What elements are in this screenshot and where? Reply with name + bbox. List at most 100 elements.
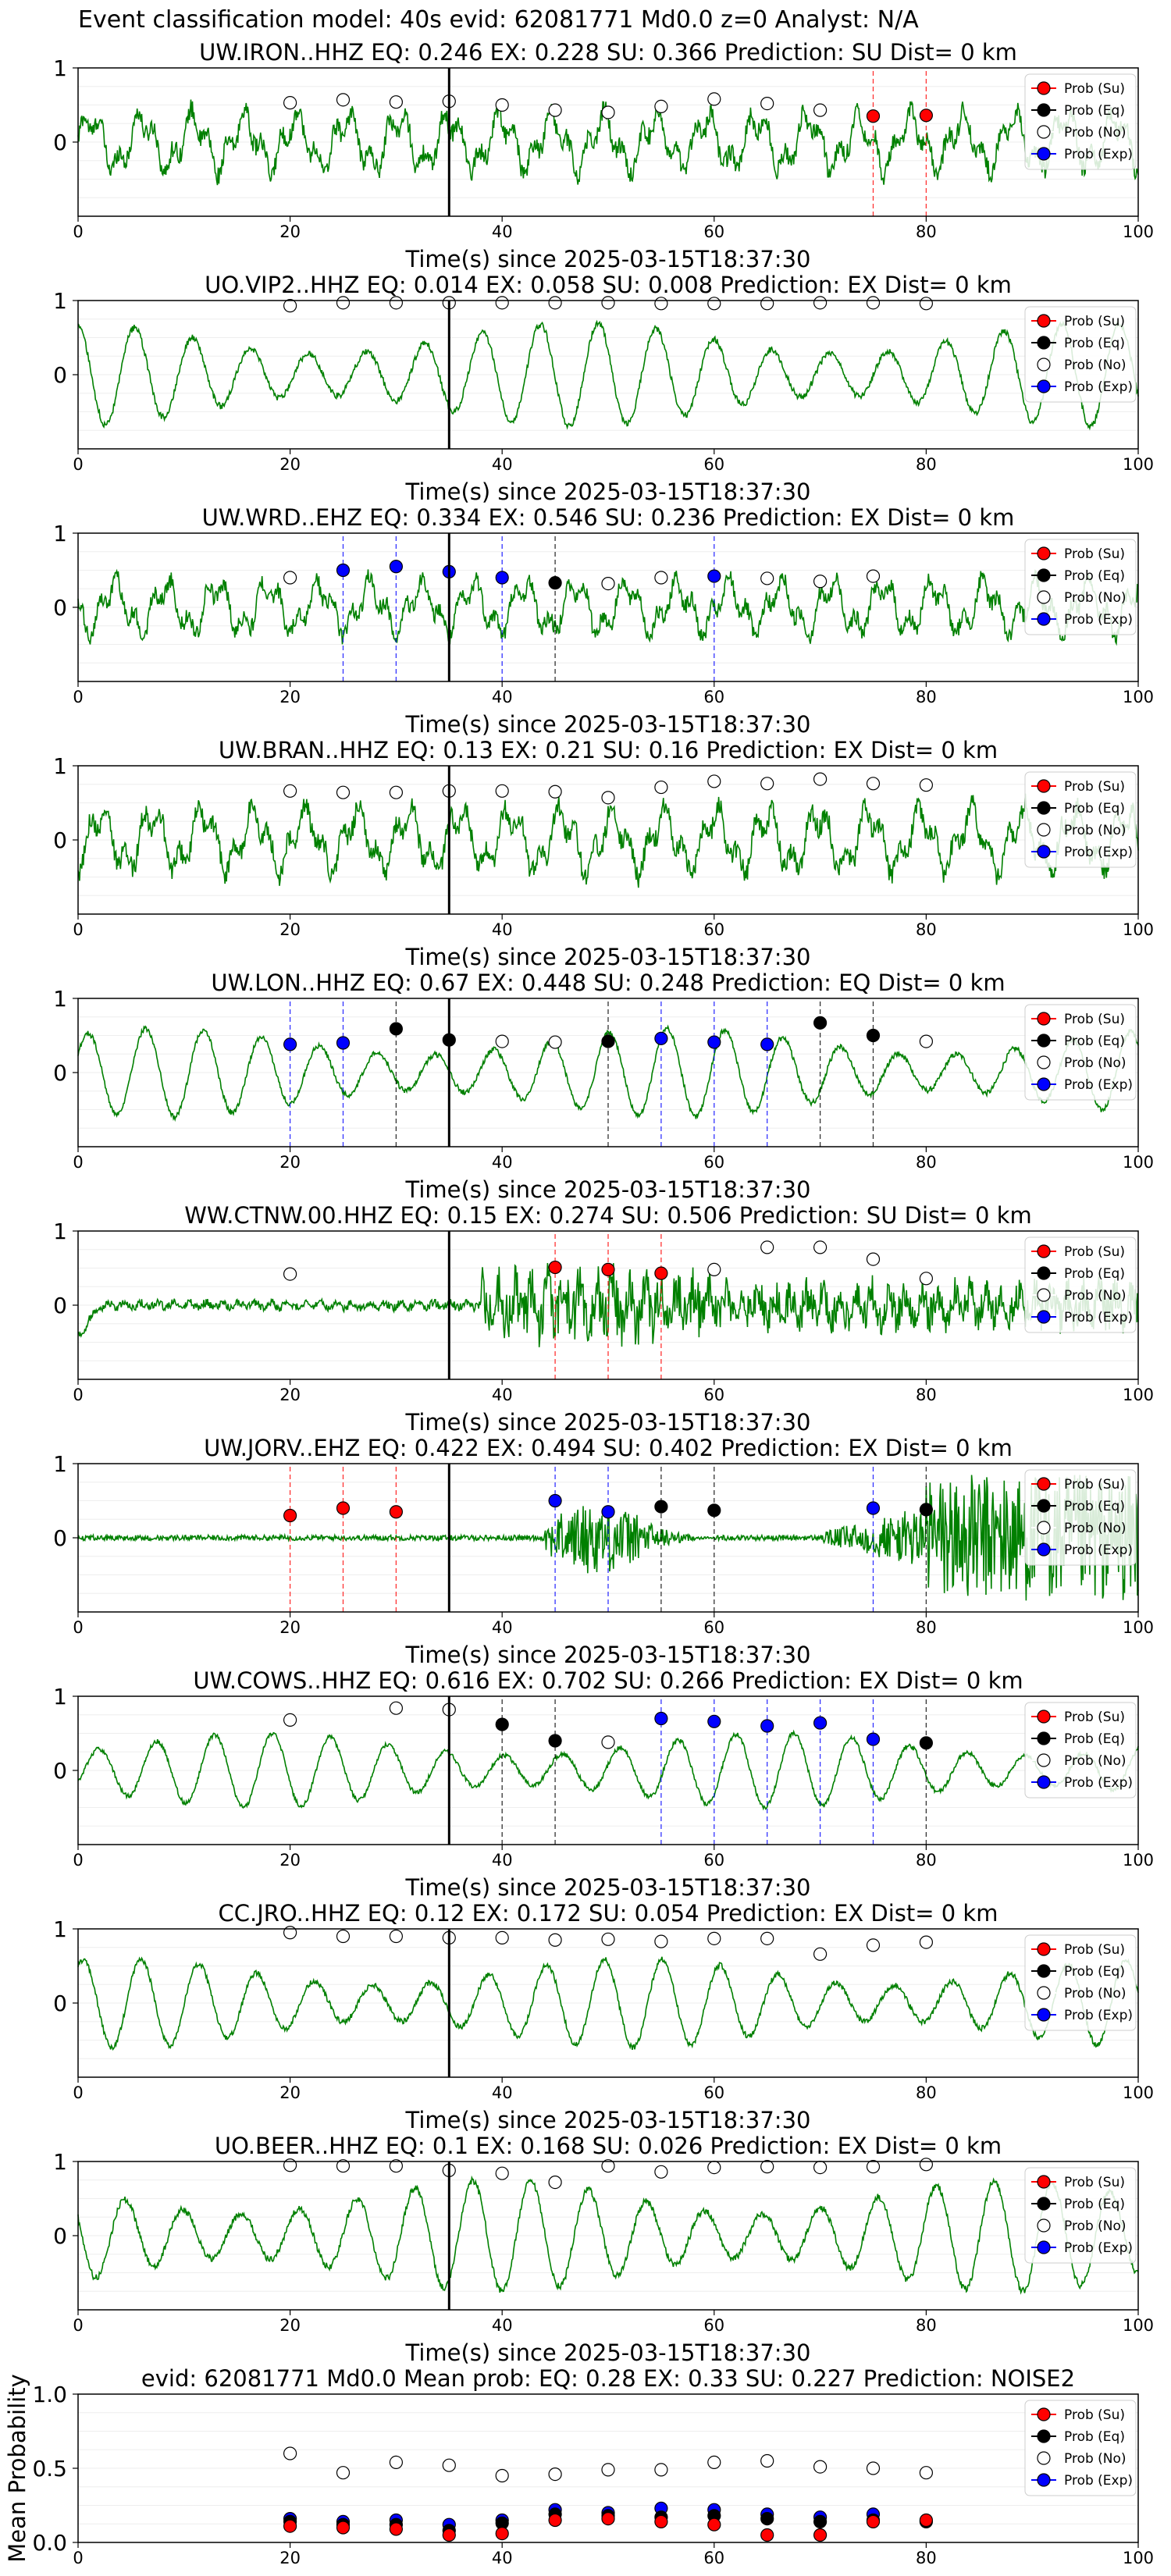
prob-marker-exp — [601, 1505, 615, 1519]
prob-marker-no — [919, 2466, 934, 2480]
prob-marker-su — [336, 1501, 351, 1515]
x-axis-label: Time(s) since 2025-03-15T18:37:30 — [405, 246, 811, 272]
prob-marker-no — [601, 2463, 615, 2477]
prob-marker-su — [389, 2522, 403, 2536]
legend-label: Prob (No) — [1064, 823, 1127, 838]
legend: Prob (Su) Prob (Eq) Prob (No) Prob (Exp) — [1024, 1469, 1137, 1566]
waveform-trace — [77, 2175, 1139, 2295]
legend-label: Prob (Su) — [1064, 546, 1125, 562]
legend-label: Prob (No) — [1064, 125, 1127, 141]
legend-marker-su — [1037, 779, 1051, 793]
prob-marker-exp — [707, 569, 721, 583]
legend-box — [1024, 1004, 1137, 1101]
x-tick-label: 20 — [279, 1618, 301, 1637]
legend-marker-su — [1037, 1710, 1051, 1724]
prob-marker-no — [495, 98, 509, 112]
subplot-3: 0 20 40 60 80 100 0 1 UW.WRD..EHZ EQ: 0.334 EX: … — [53, 504, 1154, 738]
prob-marker-exp — [654, 1031, 668, 1045]
x-tick-label: 40 — [492, 1386, 513, 1404]
subplot-4: 0 20 40 60 80 100 0 1 UW.BRAN..HHZ EQ: 0.13 EX: … — [53, 737, 1154, 970]
prob-marker-no — [654, 99, 668, 113]
prob-marker-no — [760, 297, 774, 311]
legend-label: Prob (Su) — [1064, 2407, 1125, 2423]
legend-marker-eq — [1037, 2197, 1051, 2211]
x-tick-label: 60 — [703, 2549, 724, 2567]
prob-marker-no — [760, 571, 774, 585]
subplot-8: 0 20 40 60 80 100 0 1 UW.COWS..HHZ EQ: 0.616 EX:… — [53, 1667, 1154, 1901]
x-axis-label: Time(s) since 2025-03-15T18:37:30 — [405, 2339, 811, 2366]
legend: Prob (Su) Prob (Eq) Prob (No) Prob (Exp) — [1024, 2400, 1137, 2496]
prob-marker-su — [389, 1505, 403, 1519]
prob-marker-no — [548, 2467, 562, 2482]
prob-marker-no — [760, 2160, 774, 2174]
prob-marker-no — [707, 1931, 721, 1945]
prob-marker-no — [548, 296, 562, 310]
legend: Prob (Su) Prob (Eq) Prob (No) Prob (Exp) — [1024, 771, 1137, 868]
legend-marker-su — [1037, 314, 1051, 328]
legend-marker-exp — [1037, 1310, 1051, 1324]
y-tick-label: 0 — [53, 1758, 67, 1784]
x-tick-label: 0 — [73, 688, 83, 706]
prob-marker-no — [548, 1035, 562, 1049]
prob-marker-no — [495, 1930, 509, 1944]
prob-marker-su — [866, 2514, 881, 2528]
x-tick-label: 60 — [703, 2083, 724, 2102]
x-tick-label: 0 — [73, 2083, 83, 2102]
prob-marker-no — [866, 2461, 881, 2475]
legend-label: Prob (Su) — [1064, 779, 1125, 795]
x-tick-label: 60 — [703, 455, 724, 474]
subplot-title: evid: 62081771 Md0.0 Mean prob: EQ: 0.28… — [141, 2365, 1075, 2392]
prob-marker-no — [601, 576, 615, 591]
subplot-title: UW.COWS..HHZ EQ: 0.616 EX: 0.702 SU: 0.2… — [193, 1667, 1023, 1694]
x-tick-label: 100 — [1123, 920, 1154, 939]
y-tick-label: 0 — [53, 1060, 67, 1086]
prob-marker-eq — [813, 2514, 828, 2528]
prob-marker-no — [919, 2158, 934, 2172]
x-tick-label: 20 — [279, 2549, 301, 2567]
legend-marker-eq — [1037, 1034, 1051, 1048]
prob-marker-no — [283, 96, 297, 110]
prob-marker-no — [813, 772, 828, 786]
prob-marker-no — [760, 1931, 774, 1945]
legend-label: Prob (Exp) — [1064, 2008, 1133, 2023]
legend-marker-exp — [1037, 845, 1051, 859]
legend-marker-no — [1037, 1521, 1051, 1535]
legend-label: Prob (No) — [1064, 590, 1127, 606]
x-tick-label: 60 — [703, 1386, 724, 1404]
legend-box — [1024, 771, 1137, 868]
legend-label: Prob (Su) — [1064, 1477, 1125, 1493]
prob-marker-exp — [707, 1714, 721, 1728]
x-tick-label: 60 — [703, 688, 724, 706]
prob-marker-su — [654, 2514, 668, 2528]
prob-marker-su — [601, 1262, 615, 1277]
x-tick-label: 100 — [1123, 1618, 1154, 1637]
prob-marker-no — [813, 1947, 828, 1961]
x-tick-label: 80 — [916, 2083, 937, 2102]
prob-marker-exp — [495, 571, 509, 585]
subplot-10: 0 20 40 60 80 100 0 1 UO.BEER..HHZ EQ: 0.1 EX: 0… — [53, 2133, 1154, 2366]
subplot-title: WW.CTNW.00.HHZ EQ: 0.15 EX: 0.274 SU: 0.… — [184, 1202, 1032, 1229]
x-axis-label: Time(s) since 2025-03-15T18:37:30 — [405, 711, 811, 738]
x-axis-label: Time(s) since 2025-03-15T18:37:30 — [405, 1409, 811, 1436]
subplot-11: 0 20 40 60 80 100 0.0 0.5 1.0 evid: 62081771 Md0.… — [4, 2365, 1154, 2567]
prob-marker-eq — [548, 1734, 562, 1748]
x-tick-label: 40 — [492, 222, 513, 241]
x-tick-label: 20 — [279, 2083, 301, 2102]
prob-marker-eq — [601, 1034, 615, 1048]
legend-box — [1024, 1934, 1137, 2031]
prob-marker-no — [495, 296, 509, 310]
legend-label: Prob (No) — [1064, 1521, 1127, 1536]
prob-marker-no — [336, 2466, 351, 2480]
legend-label: Prob (Exp) — [1064, 845, 1133, 860]
x-tick-label: 100 — [1123, 1153, 1154, 1172]
legend-marker-exp — [1037, 147, 1051, 161]
prob-marker-su — [919, 109, 934, 123]
x-tick-label: 80 — [916, 688, 937, 706]
prob-marker-no — [336, 2159, 351, 2173]
prob-marker-exp — [760, 1037, 774, 1051]
prob-marker-su — [548, 1260, 562, 1275]
x-tick-label: 20 — [279, 688, 301, 706]
y-tick-label: 0 — [53, 595, 67, 621]
subplot-title: UO.VIP2..HHZ EQ: 0.014 EX: 0.058 SU: 0.0… — [205, 272, 1012, 298]
legend-label: Prob (Su) — [1064, 1244, 1125, 1260]
